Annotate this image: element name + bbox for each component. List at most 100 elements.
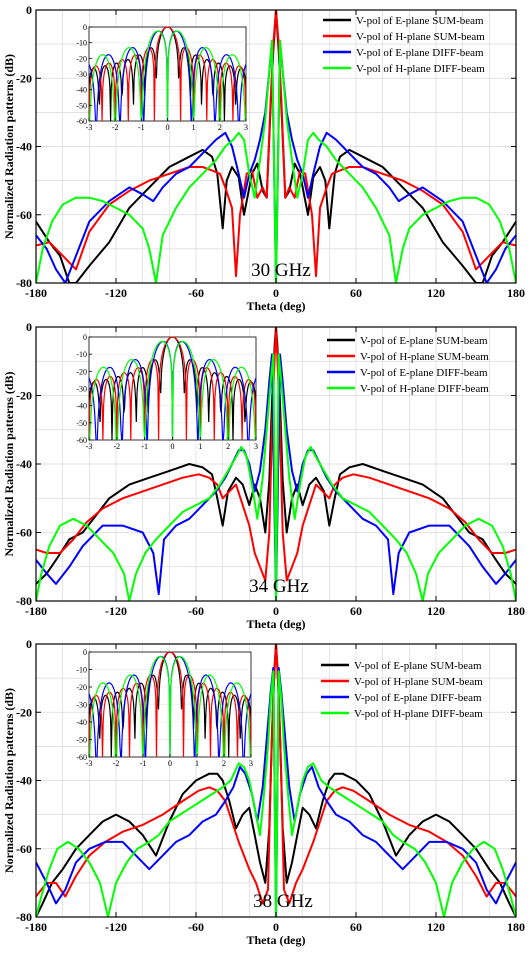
series-line-1 <box>36 644 516 917</box>
x-tick-label: 0 <box>273 604 279 618</box>
y-tick-label: -40 <box>16 774 32 788</box>
inset-y-tick-label: -50 <box>76 419 87 428</box>
series-line-3 <box>36 353 516 601</box>
series-line-4 <box>36 353 516 601</box>
inset-chart: -3 -2 -1 0 1 2 30-10-20-30-40-50-60 <box>76 333 258 451</box>
x-tick-label: 180 <box>507 604 525 618</box>
x-axis-label: Theta (deg) <box>247 617 306 631</box>
x-tick-label: -180 <box>25 920 47 934</box>
y-tick-label: -80 <box>16 594 32 608</box>
legend-entry: V-pol of E-plane DIFF-beam <box>356 47 484 59</box>
frequency-label: 30 GHz <box>251 260 311 281</box>
legend-entry: V-pol of E-plane DIFF-beam <box>354 692 482 704</box>
x-tick-label: -120 <box>105 286 127 300</box>
inset-chart: -3 -2 -1 0 1 2 30-10-20-30-40-50-60 <box>76 648 253 768</box>
inset-x-tick-label: -1 <box>138 123 145 132</box>
inset-series-line-3 <box>89 340 256 440</box>
inset-y-tick-label: -60 <box>76 117 87 126</box>
x-tick-label: 120 <box>427 286 445 300</box>
inset-y-tick-label: -50 <box>76 736 87 745</box>
x-tick-label: -120 <box>105 604 127 618</box>
y-axis-label: Normalized Radiation patterns (dB) <box>2 372 16 557</box>
y-tick-label: 0 <box>26 3 32 17</box>
inset-y-tick-label: 0 <box>83 23 87 32</box>
series-line-3 <box>36 666 516 917</box>
inset-x-tick-label: 3 <box>254 442 258 451</box>
inset-traces <box>89 337 256 440</box>
y-tick-label: -40 <box>16 457 32 471</box>
inset-series-line-3 <box>89 655 251 757</box>
y-tick-label: -20 <box>16 705 32 719</box>
inset-x-tick-label: -3 <box>86 123 93 132</box>
x-tick-label: 0 <box>273 286 279 300</box>
inset-series-line-1 <box>89 652 251 757</box>
series-line-4 <box>36 39 516 283</box>
traces <box>36 10 516 283</box>
inset-x-tick-label: 3 <box>244 123 248 132</box>
inset-x-tick-label: -2 <box>113 442 120 451</box>
x-tick-label: -60 <box>188 286 204 300</box>
inset-y-tick-label: -60 <box>76 753 87 762</box>
inset-y-tick-label: -20 <box>76 367 87 376</box>
series-line-4 <box>36 670 516 917</box>
inset-series-line-1 <box>89 337 256 440</box>
x-tick-label: 0 <box>273 920 279 934</box>
inset-y-tick-label: -40 <box>76 86 87 95</box>
x-tick-label: 60 <box>350 286 362 300</box>
y-axis-label: Normalized Radiation patterns (dB) <box>2 54 16 239</box>
series-line-2 <box>36 327 516 582</box>
inset-y-tick-label: -30 <box>76 701 87 710</box>
inset-x-tick-label: 2 <box>222 759 226 768</box>
series-line-1 <box>36 327 516 585</box>
inset-x-tick-label: 1 <box>198 442 202 451</box>
x-tick-label: 180 <box>507 920 525 934</box>
y-tick-label: -40 <box>16 140 32 154</box>
inset-x-tick-label: 0 <box>171 442 175 451</box>
traces <box>36 327 516 601</box>
legend: V-pol of E-plane SUM-beam V-pol of H-plan… <box>327 335 489 395</box>
legend-entry: V-pol of H-plane DIFF-beam <box>360 383 489 395</box>
inset-y-tick-label: -20 <box>76 683 87 692</box>
x-tick-label: -60 <box>188 920 204 934</box>
x-tick-label: 60 <box>350 604 362 618</box>
x-tick-label: 120 <box>427 920 445 934</box>
legend-entry: V-pol of H-plane SUM-beam <box>356 31 485 43</box>
inset-x-tick-label: -1 <box>140 759 147 768</box>
series-line-3 <box>36 39 516 283</box>
traces <box>36 644 516 917</box>
x-tick-label: 60 <box>350 920 362 934</box>
legend-entry: V-pol of E-plane DIFF-beam <box>360 367 488 379</box>
legend-entry: V-pol of E-plane SUM-beam <box>356 15 484 27</box>
y-tick-label: -60 <box>16 526 32 540</box>
x-tick-label: -120 <box>105 920 127 934</box>
inset-x-tick-label: -3 <box>86 759 93 768</box>
inset-series-line-3 <box>89 30 246 121</box>
inset-y-tick-label: -40 <box>76 402 87 411</box>
x-tick-label: 180 <box>507 286 525 300</box>
y-tick-label: -20 <box>16 389 32 403</box>
inset-x-tick-label: 0 <box>168 759 172 768</box>
y-tick-label: 0 <box>26 320 32 334</box>
y-tick-label: 0 <box>26 637 32 651</box>
y-tick-label: -20 <box>16 71 32 85</box>
legend-entry: V-pol of H-plane SUM-beam <box>360 351 489 363</box>
inset-y-tick-label: -30 <box>76 385 87 394</box>
inset-x-tick-label: 3 <box>249 759 253 768</box>
x-tick-label: -60 <box>188 604 204 618</box>
y-tick-label: -80 <box>16 276 32 290</box>
x-axis-label: Theta (deg) <box>247 933 306 947</box>
y-tick-label: -60 <box>16 208 32 222</box>
legend-entry: V-pol of E-plane SUM-beam <box>354 660 482 672</box>
x-axis-label: Theta (deg) <box>247 299 306 313</box>
x-tick-label: -180 <box>25 604 47 618</box>
inset-y-tick-label: -10 <box>76 350 87 359</box>
inset-traces <box>89 652 251 757</box>
inset-y-tick-label: -60 <box>76 436 87 445</box>
inset-chart: -3 -2 -1 0 1 2 30-10-20-30-40-50-60 <box>76 23 248 132</box>
series-line-1 <box>36 10 516 283</box>
series-line-2 <box>36 10 516 278</box>
